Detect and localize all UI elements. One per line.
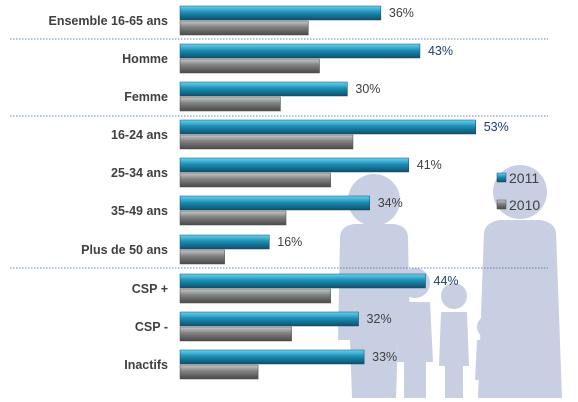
silhouette-man-body: [338, 224, 410, 398]
silhouette-child-right-head: [477, 316, 499, 338]
bar-2011-6: [179, 234, 270, 250]
category-labels: Ensemble 16-65 ans Homme Femme 16-24 ans 25-…: [48, 14, 168, 372]
data-label: 41%: [417, 158, 442, 172]
bar-2010-4: [179, 172, 331, 188]
data-label: 44%: [434, 274, 459, 288]
bar-2011-0: [179, 5, 382, 21]
bar-2011-8: [179, 311, 359, 327]
data-label: 43%: [428, 44, 453, 58]
silhouette-child-right-body: [475, 340, 501, 398]
data-label: 33%: [372, 350, 397, 364]
category-label: Femme: [124, 90, 168, 104]
silhouette-child-left-body: [397, 302, 433, 398]
category-label: 25-34 ans: [111, 166, 168, 180]
data-label: 53%: [484, 120, 509, 134]
bar-2011-3: [179, 119, 476, 135]
legend-swatch-2011: [496, 172, 507, 183]
bar-2010-3: [179, 134, 354, 150]
silhouette-child-mid-body: [439, 312, 469, 398]
data-label: 30%: [355, 82, 380, 96]
category-label: Ensemble 16-65 ans: [48, 14, 168, 28]
category-label: 16-24 ans: [111, 128, 168, 142]
category-label: Inactifs: [124, 358, 168, 372]
bar-2011-2: [179, 81, 348, 97]
bar-2011-1: [179, 43, 421, 59]
bar-2010-8: [179, 326, 292, 342]
category-label: 35-49 ans: [111, 204, 168, 218]
data-label: 36%: [389, 6, 414, 20]
category-label: CSP +: [132, 282, 168, 296]
category-label: Plus de 50 ans: [81, 243, 168, 257]
data-label: 34%: [378, 196, 403, 210]
group-separators: [10, 38, 548, 269]
bar-2011-5: [179, 195, 370, 211]
legend-label-2011: 2011: [509, 170, 539, 186]
silhouette-man-head: [348, 174, 400, 226]
bar-2010-7: [179, 288, 331, 304]
bars: [179, 5, 476, 380]
bar-2010-1: [179, 58, 320, 74]
silhouette-woman-head: [493, 165, 547, 219]
category-label: Homme: [122, 52, 168, 66]
bar-2010-0: [179, 20, 309, 36]
value-labels: 36% 43% 30% 53% 41% 34% 16% 44% 32% 33%: [277, 6, 508, 364]
legend-label-2010: 2010: [509, 197, 540, 213]
data-label: 16%: [277, 235, 302, 249]
bar-2010-5: [179, 210, 287, 226]
bar-2011-4: [179, 157, 410, 173]
legend: 2011 2010: [496, 170, 540, 213]
bar-2011-9: [179, 349, 365, 365]
bar-2011-7: [179, 273, 426, 289]
legend-swatch-2010: [496, 199, 507, 210]
silhouette-child-mid-head: [441, 283, 467, 309]
data-label: 32%: [367, 312, 392, 326]
bar-2010-2: [179, 96, 281, 112]
bar-2010-6: [179, 249, 225, 265]
category-label: CSP -: [135, 320, 168, 334]
bar-2010-9: [179, 364, 259, 380]
